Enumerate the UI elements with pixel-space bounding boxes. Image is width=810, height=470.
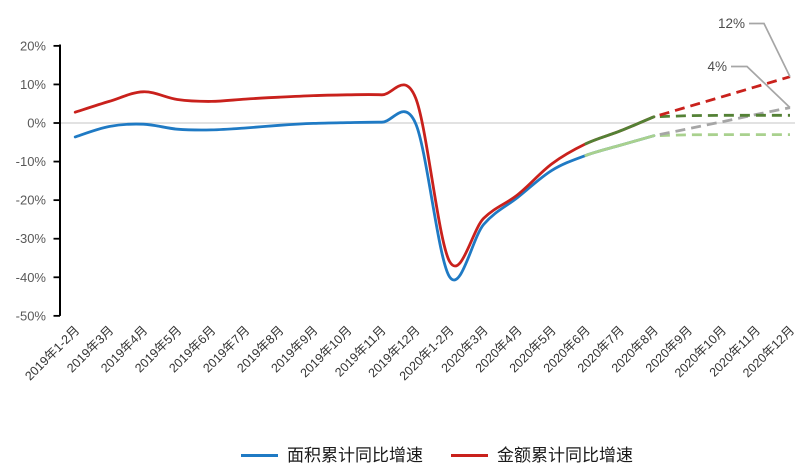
series-path-amount-forecast-low [653, 113, 790, 119]
series-path-area-forecast-low [653, 133, 790, 138]
series-path-area-forecast-high [653, 106, 791, 138]
series-path-amount-forecast-high [653, 75, 791, 119]
y-axis-label: 0% [27, 116, 46, 131]
legend-line-swatch-red [451, 454, 488, 457]
annotation-leader [731, 65, 791, 109]
annotation-label: 4% [707, 59, 727, 74]
annotation-label: 12% [718, 16, 745, 31]
y-axis-label: -40% [16, 270, 47, 285]
y-axis-label: 20% [20, 38, 46, 53]
legend-label-amount: 金额累计同比增速 [497, 446, 633, 465]
series-path-amount-actual [73, 83, 656, 268]
chart-legend: 面积累计同比增速 金额累计同比增速 [0, 447, 810, 464]
y-axis-label: -50% [16, 308, 47, 323]
y-axis-label: -20% [16, 193, 47, 208]
series-path-area-actual [73, 110, 656, 282]
legend-line-swatch-blue [241, 454, 278, 457]
y-axis-label: -10% [16, 154, 47, 169]
y-axis-label: -30% [16, 231, 47, 246]
series-path-area-scenario-solid [584, 134, 656, 157]
line-chart-canvas: 20%10%0%-10%-20%-30%-40%-50%2019年1-2月201… [16, 16, 798, 383]
annotation-leader [749, 22, 791, 78]
legend-label-area: 面积累计同比增速 [287, 446, 423, 465]
series-path-amount-scenario-solid [584, 115, 656, 146]
legend-item-area: 面积累计同比增速 [241, 447, 423, 464]
legend-item-amount: 金额累计同比增速 [451, 447, 633, 464]
y-axis-label: 10% [20, 77, 46, 92]
